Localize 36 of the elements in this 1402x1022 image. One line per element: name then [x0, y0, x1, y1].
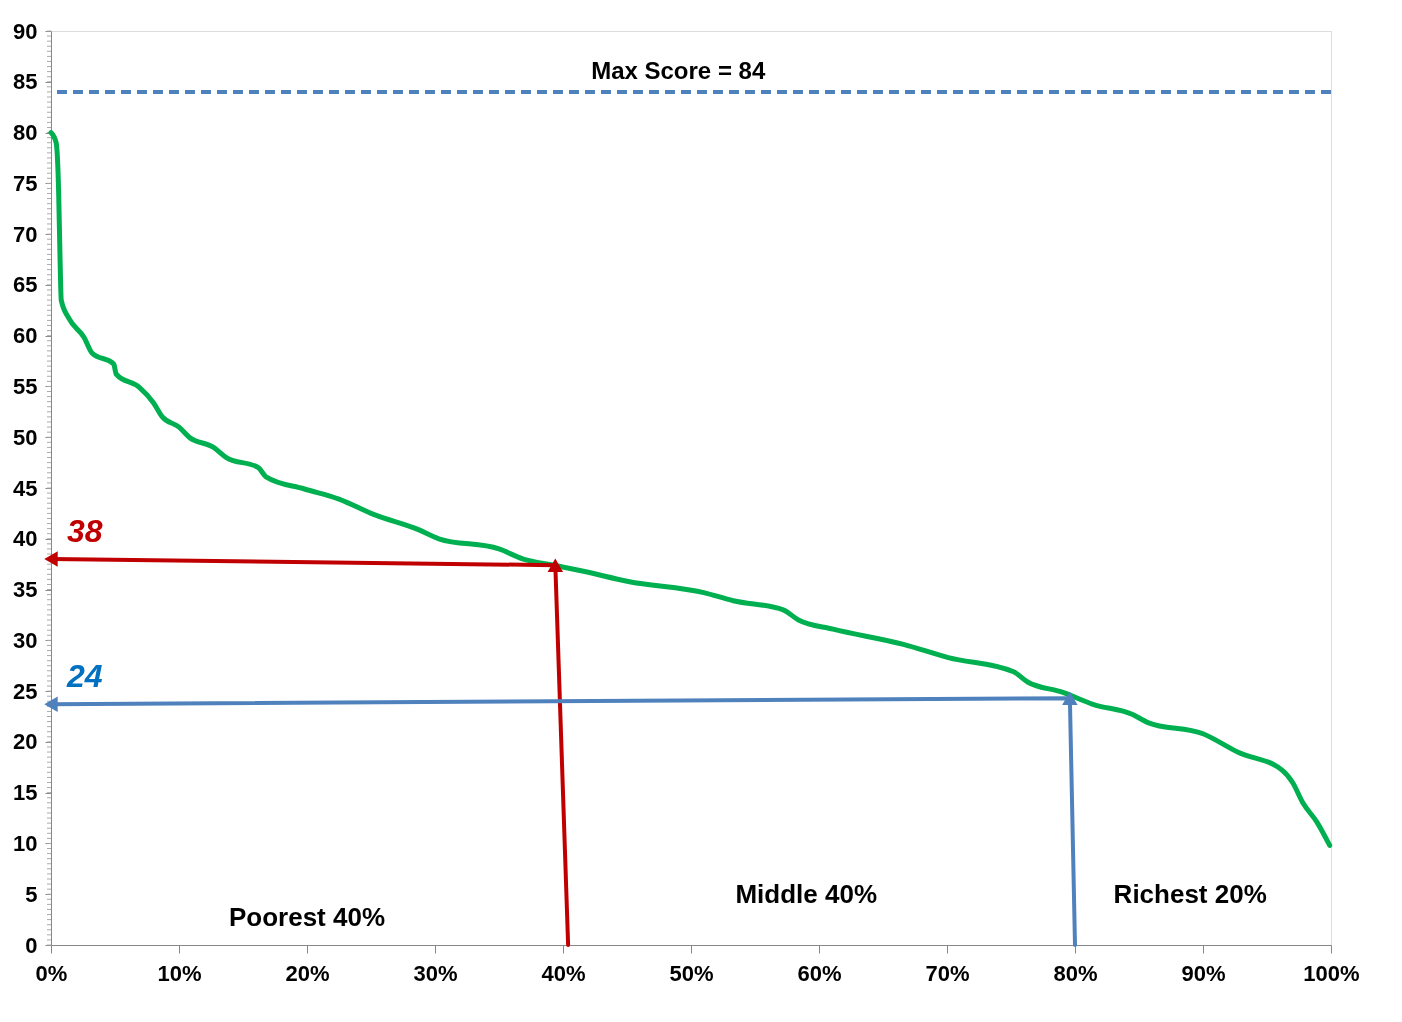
y-tick-label: 10 — [13, 830, 38, 856]
annotation: Richest 20% — [1113, 878, 1267, 909]
y-tick-label: 35 — [13, 577, 38, 603]
x-tick-label: 40% — [541, 960, 586, 986]
y-tick-label: 45 — [13, 475, 38, 501]
y-tick-label: 65 — [13, 272, 38, 298]
x-tick-label: 50% — [669, 960, 714, 986]
x-tick-label: 80% — [1053, 960, 1098, 986]
y-tick-label: 20 — [13, 729, 38, 755]
y-tick-label: 50 — [13, 424, 38, 450]
x-tick-label: 20% — [285, 960, 330, 986]
y-tick-label: 60 — [13, 323, 38, 349]
x-tick-label: 30% — [413, 960, 458, 986]
x-tick-label: 90% — [1181, 960, 1226, 986]
y-tick-label: 85 — [13, 69, 38, 95]
ref-line-label: Max Score = 84 — [591, 56, 766, 84]
x-tick-label: 10% — [157, 960, 202, 986]
x-tick-label: 100% — [1303, 960, 1360, 986]
y-tick-label: 30 — [13, 627, 38, 653]
x-tick-label: 60% — [797, 960, 842, 986]
y-tick-label: 70 — [13, 221, 38, 247]
y-tick-label: 90 — [13, 18, 38, 44]
x-tick-label: 0% — [35, 960, 68, 986]
y-tick-label: 75 — [13, 170, 38, 196]
annotation: Poorest 40% — [228, 901, 386, 932]
y-tick-label: 80 — [13, 120, 38, 146]
y-tick-label: 0 — [25, 932, 38, 958]
annotation: Middle 40% — [735, 878, 877, 909]
y-tick-label: 40 — [13, 526, 38, 552]
annotation: 38 — [67, 513, 103, 550]
y-tick-label: 15 — [13, 780, 38, 806]
y-tick-label: 5 — [25, 881, 38, 907]
x-tick-label: 70% — [925, 960, 970, 986]
annotation: 24 — [66, 658, 103, 695]
y-tick-label: 25 — [13, 678, 38, 704]
y-tick-label: 55 — [13, 373, 38, 399]
